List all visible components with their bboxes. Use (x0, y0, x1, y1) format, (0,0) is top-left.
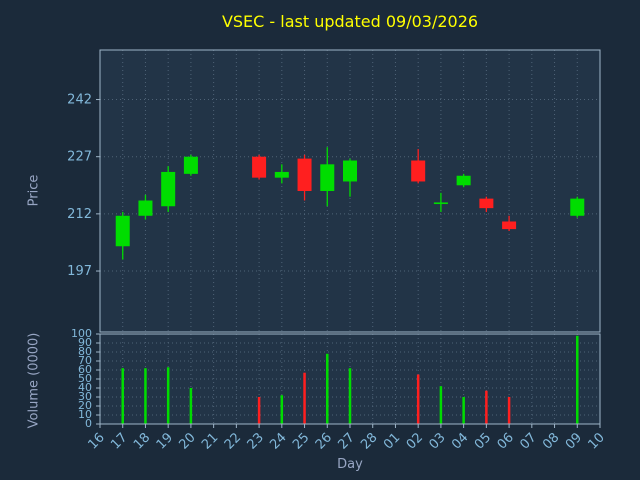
x-tick-label: 04 (449, 430, 471, 452)
x-tick-label: 20 (176, 430, 198, 452)
x-axis-label: Day (337, 457, 363, 472)
candle-body (252, 156, 267, 178)
price-panel-border (99, 49, 601, 333)
price-axis-label: Price (26, 174, 42, 207)
x-tick-label: 09 (563, 430, 585, 452)
x-tick-label: 19 (154, 430, 176, 452)
volume-tick-label: 50 (78, 372, 92, 385)
volume-bar (462, 397, 465, 424)
volume-tick-label: 90 (78, 336, 92, 349)
volume-bar (326, 353, 329, 424)
volume-bar (576, 335, 579, 424)
x-tick-label: 05 (472, 430, 494, 452)
chart-title: VSEC - last updated 09/03/2026 (221, 12, 479, 31)
x-tick-label: 17 (108, 430, 130, 452)
x-tick-label: 02 (404, 430, 426, 452)
volume-bar (439, 386, 443, 424)
x-tick-label: 06 (495, 430, 517, 452)
price-tick-label: 227 (67, 150, 92, 165)
candle-body (183, 156, 198, 174)
candle-body (161, 171, 176, 207)
x-tick-label: 27 (336, 430, 358, 452)
candle-body (138, 200, 153, 216)
volume-tick-label: 0 (85, 417, 92, 430)
volume-bar (280, 395, 284, 424)
price-tick-label: 242 (67, 93, 92, 108)
volume-tick-label: 100 (71, 327, 92, 340)
volume-tick-label: 20 (78, 399, 92, 412)
x-tick-label: 01 (381, 430, 403, 452)
volume-bar (485, 390, 488, 424)
candle-body (320, 164, 335, 191)
volume-panel-border (99, 333, 601, 425)
candle-body (433, 202, 448, 205)
price-tick-label: 197 (67, 264, 92, 279)
price-tick-label: 212 (67, 207, 92, 222)
candle-body (502, 221, 517, 230)
candle-body (456, 175, 471, 186)
x-tick-label: 21 (199, 430, 221, 452)
volume-tick-label: 70 (78, 354, 92, 367)
candle-body (343, 160, 357, 182)
volume-bar (166, 367, 170, 424)
x-tick-label: 26 (313, 430, 335, 452)
candle-body (479, 198, 494, 209)
x-tick-label: 10 (586, 430, 608, 452)
volume-tick-label: 10 (78, 408, 92, 421)
candle-body (115, 215, 130, 247)
volume-bar (144, 368, 147, 424)
x-tick-label: 23 (245, 430, 267, 452)
volume-bar (121, 368, 124, 424)
volume-bar (507, 397, 511, 424)
volume-bar (189, 388, 193, 424)
x-tick-label: 22 (222, 430, 244, 452)
x-tick-label: 25 (290, 430, 312, 452)
candle-body (274, 171, 289, 178)
volume-bar (348, 368, 352, 424)
x-tick-label: 18 (131, 430, 153, 452)
volume-tick-label: 40 (78, 381, 92, 394)
candle-body (570, 198, 585, 216)
volume-tick-label: 60 (78, 363, 92, 376)
x-tick-label: 08 (540, 430, 562, 452)
volume-tick-label: 30 (78, 390, 92, 403)
x-tick-label: 28 (358, 430, 380, 452)
x-tick-label: 24 (267, 430, 289, 452)
x-tick-label: 07 (517, 430, 539, 452)
volume-tick-label: 80 (78, 345, 92, 358)
candle-body (297, 158, 312, 191)
x-tick-label: 03 (426, 430, 448, 452)
candle-body (411, 160, 426, 182)
x-tick-label: 16 (86, 430, 108, 452)
volume-bar (303, 372, 306, 424)
volume-bar (257, 397, 261, 424)
volume-bar (416, 374, 420, 424)
volume-axis-label: Volume (0000) (26, 332, 42, 429)
